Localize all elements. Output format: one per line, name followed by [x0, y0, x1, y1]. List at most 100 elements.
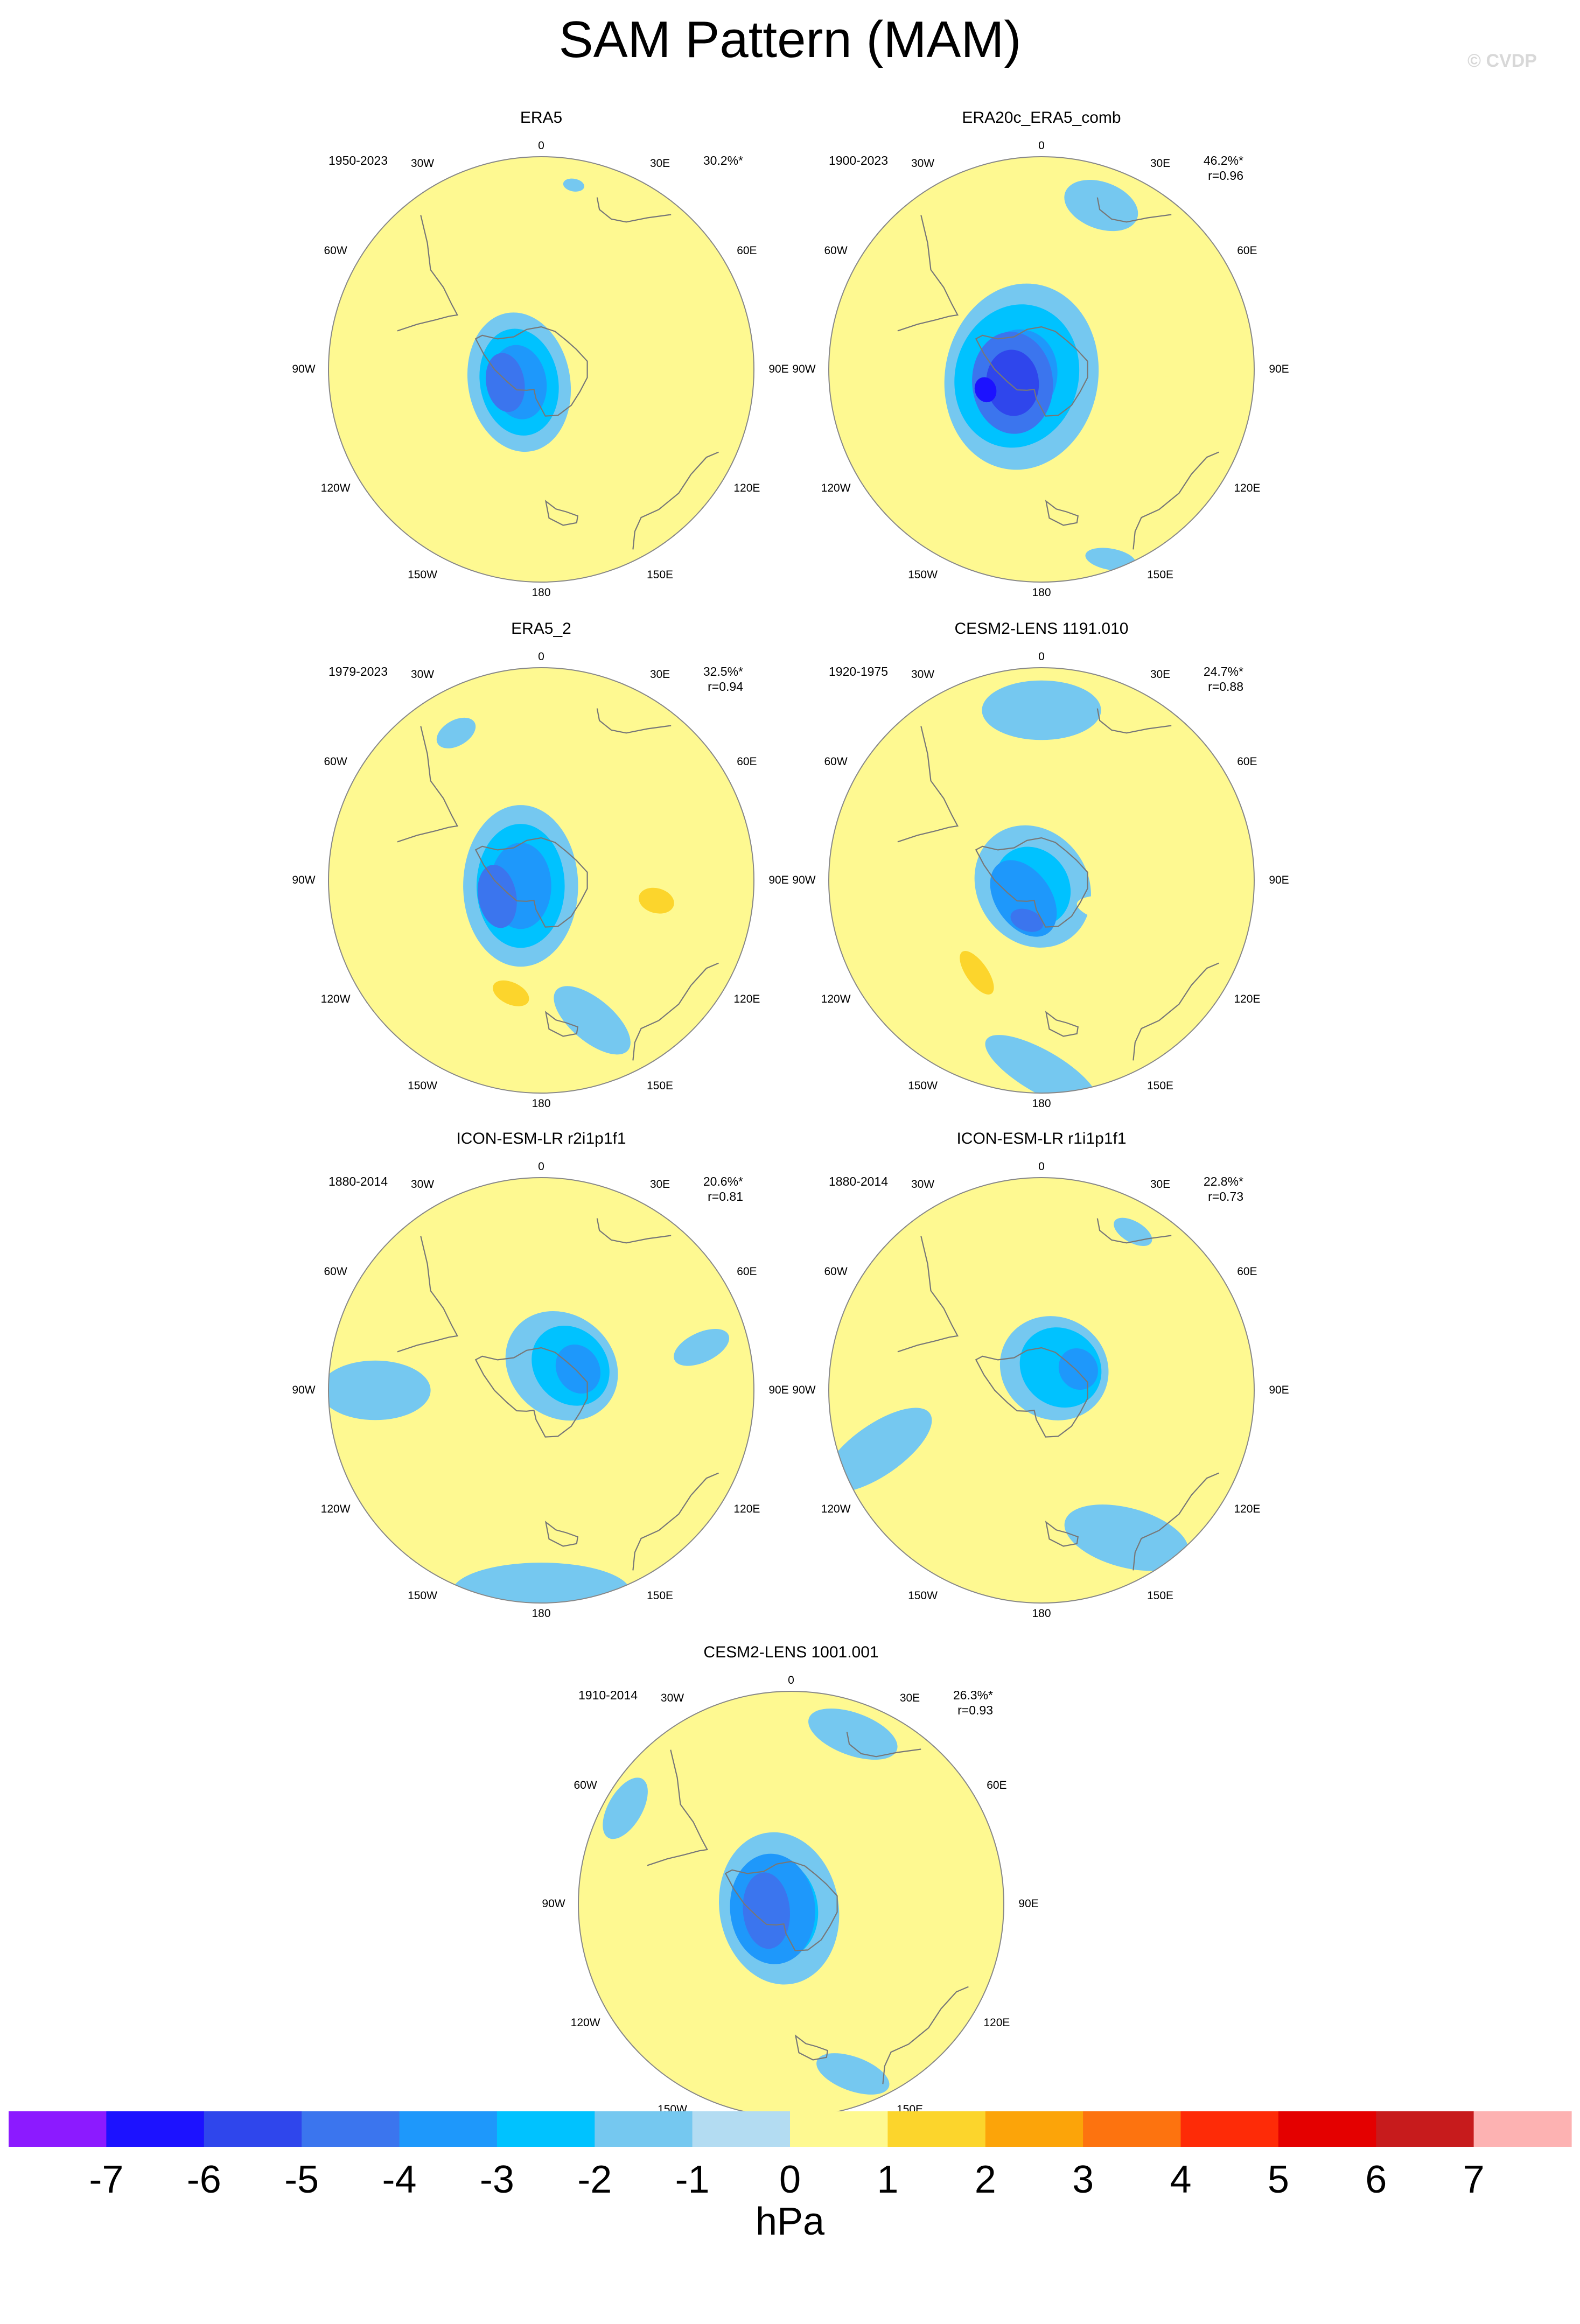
- lon-label-cesm2-1191-7: 150W: [908, 1079, 938, 1092]
- map-cesm2-1191: [829, 668, 1254, 1093]
- lon-label-icon-r2-7: 150W: [408, 1589, 437, 1602]
- colorbar-swatch-5: [497, 2111, 595, 2147]
- map-icon-r1: [829, 1178, 1254, 1603]
- contour-icon-r1-3-0: [897, 1399, 983, 1499]
- colorbar-swatch-13: [1278, 2111, 1376, 2147]
- coastline-era5-4: [544, 500, 579, 526]
- panel-variance-era5-2: 32.5%*: [703, 664, 743, 678]
- contour-cesm2-1191-7-0: [1076, 895, 1186, 931]
- coastline-cesm2-1001-4: [794, 2034, 829, 2061]
- lon-label-era5-2-5: 150E: [646, 1079, 674, 1092]
- coastline-era5-1: [397, 215, 459, 332]
- lon-label-icon-r2-9: 90W: [292, 1384, 316, 1396]
- map-era5: [328, 157, 754, 582]
- contour-era20c-4-0: [1064, 180, 1138, 232]
- coastline-era5-2-4: [544, 1011, 579, 1037]
- lon-label-era20c-5: 150E: [1146, 568, 1174, 581]
- lon-label-cesm2-1191-9: 90W: [792, 874, 816, 886]
- lon-label-era20c-2: 60E: [1237, 244, 1257, 257]
- colorbar-unit-label: hPa: [755, 2200, 825, 2243]
- lon-label-icon-r1-8: 120W: [821, 1502, 851, 1515]
- lon-label-icon-r2-11: 30W: [410, 1178, 435, 1191]
- lon-label-cesm2-1001-4: 120E: [983, 2016, 1010, 2029]
- panel-period-icon-r1: 1880-2014: [829, 1174, 888, 1188]
- contour-icon-r1-5-0: [1064, 1504, 1189, 1571]
- lon-label-era20c-9: 90W: [792, 363, 816, 375]
- colorbar-swatch-6: [595, 2111, 693, 2147]
- lon-label-icon-r2-6: 180: [532, 1607, 551, 1620]
- lon-label-era5-0: 0: [538, 139, 544, 152]
- colorbar-tick-label: -3: [479, 2158, 514, 2201]
- colorbar-tick-label: -4: [382, 2158, 417, 2201]
- lon-label-era20c-4: 120E: [1234, 481, 1261, 494]
- coastline-icon-r1-4: [1045, 1521, 1079, 1547]
- panel-variance-icon-r2: 20.6%*: [703, 1174, 743, 1188]
- colorbar-swatch-9: [887, 2111, 986, 2147]
- colorbar-tick-label: 1: [877, 2158, 899, 2201]
- lon-label-era20c-3: 90E: [1269, 363, 1289, 375]
- coastline-icon-r2-2: [596, 1218, 672, 1244]
- lon-label-cesm2-1191-2: 60E: [1237, 755, 1257, 768]
- map-cesm2-1001: [578, 1691, 1004, 2117]
- lon-label-era20c-6: 180: [1032, 586, 1051, 599]
- contour-cesm2-1001-7-0: [816, 2053, 890, 2095]
- colorbar-swatch-12: [1180, 2111, 1279, 2147]
- panel-correlation-era20c: r=0.96: [1208, 169, 1243, 183]
- lon-label-cesm2-1191-6: 180: [1032, 1097, 1051, 1110]
- contour-cesm2-1191-4-0: [985, 1035, 1098, 1093]
- lon-label-cesm2-1191-10: 60W: [824, 755, 848, 768]
- colorbar-tick-label: -5: [284, 2158, 319, 2201]
- panel-variance-era20c: 46.2%*: [1203, 153, 1243, 167]
- lon-label-era5-2-1: 30E: [649, 668, 670, 681]
- lon-label-cesm2-1191-5: 150E: [1146, 1079, 1174, 1092]
- lon-label-era20c-7: 150W: [908, 568, 938, 581]
- coastline-era20c-3: [1132, 451, 1219, 550]
- panel-period-era20c: 1900-2023: [829, 153, 888, 167]
- panel-period-icon-r2: 1880-2014: [328, 1174, 388, 1188]
- contour-era5-2-0: [639, 365, 711, 397]
- contour-era5-5-0: [563, 178, 585, 192]
- lon-label-era5-2-10: 60W: [324, 755, 347, 768]
- lon-label-icon-r1-0: 0: [1038, 1160, 1045, 1173]
- contour-cesm2-1191-6-0: [960, 951, 994, 995]
- coastline-era5-2: [596, 197, 672, 223]
- map-boundary-era20c: [828, 156, 1255, 583]
- coastline-cesm2-1191-3: [1132, 962, 1219, 1061]
- lon-label-cesm2-1001-8: 120W: [570, 2016, 600, 2029]
- lon-label-era5-2-9: 90W: [292, 874, 316, 886]
- panel-correlation-icon-r1: r=0.73: [1208, 1189, 1243, 1203]
- panel-stats-cesm2-1191: 24.7%* r=0.88: [1179, 664, 1243, 694]
- coastline-cesm2-1191-1: [897, 726, 959, 843]
- contour-cesm2-1001-8-0: [603, 1777, 648, 1839]
- contour-era5-2-5-1: [493, 980, 529, 1006]
- contour-cesm2-1191-2-0: [1010, 908, 1044, 932]
- panel-title-era20c: ERA20c_ERA5_comb: [962, 109, 1121, 127]
- coastline-cesm2-1191-2: [1096, 708, 1172, 734]
- lon-label-icon-r1-7: 150W: [908, 1589, 938, 1602]
- lon-label-cesm2-1191-1: 30E: [1150, 668, 1171, 681]
- panel-variance-cesm2-1191: 24.7%*: [1203, 664, 1243, 678]
- colorbar-tick-label: 4: [1170, 2158, 1192, 2201]
- colorbar-swatch-7: [692, 2111, 791, 2147]
- panel-title-cesm2-1001: CESM2-LENS 1001.001: [703, 1643, 879, 1661]
- contour-icon-r1-6-0: [1114, 1217, 1152, 1246]
- colorbar-tick-label: -1: [675, 2158, 710, 2201]
- contour-cesm2-1191-3-0: [982, 680, 1101, 740]
- lon-label-cesm2-1191-8: 120W: [821, 992, 851, 1005]
- panel-title-cesm2-1191: CESM2-LENS 1191.010: [954, 620, 1129, 638]
- contour-era20c-5-0: [1146, 376, 1209, 410]
- lon-label-era5-2-4: 120E: [733, 992, 760, 1005]
- lon-label-cesm2-1191-3: 90E: [1269, 874, 1289, 886]
- panel-title-icon-r1: ICON-ESM-LR r1i1p1f1: [956, 1130, 1127, 1147]
- coastline-icon-r2-4: [544, 1521, 579, 1547]
- lon-label-era5-3: 90E: [768, 363, 789, 375]
- lon-label-era5-7: 150W: [408, 568, 437, 581]
- lon-label-era5-1: 30E: [649, 157, 670, 170]
- map-boundary-icon-r1: [828, 1177, 1255, 1604]
- coastline-cesm2-1001-2: [846, 1732, 921, 1758]
- lon-label-icon-r1-3: 90E: [1269, 1384, 1289, 1396]
- lon-label-icon-r1-5: 150E: [1146, 1589, 1174, 1602]
- lon-label-era5-2-11: 30W: [410, 668, 435, 681]
- contour-era5-1-0: [485, 353, 525, 412]
- contour-icon-r2-3-0: [328, 1360, 431, 1420]
